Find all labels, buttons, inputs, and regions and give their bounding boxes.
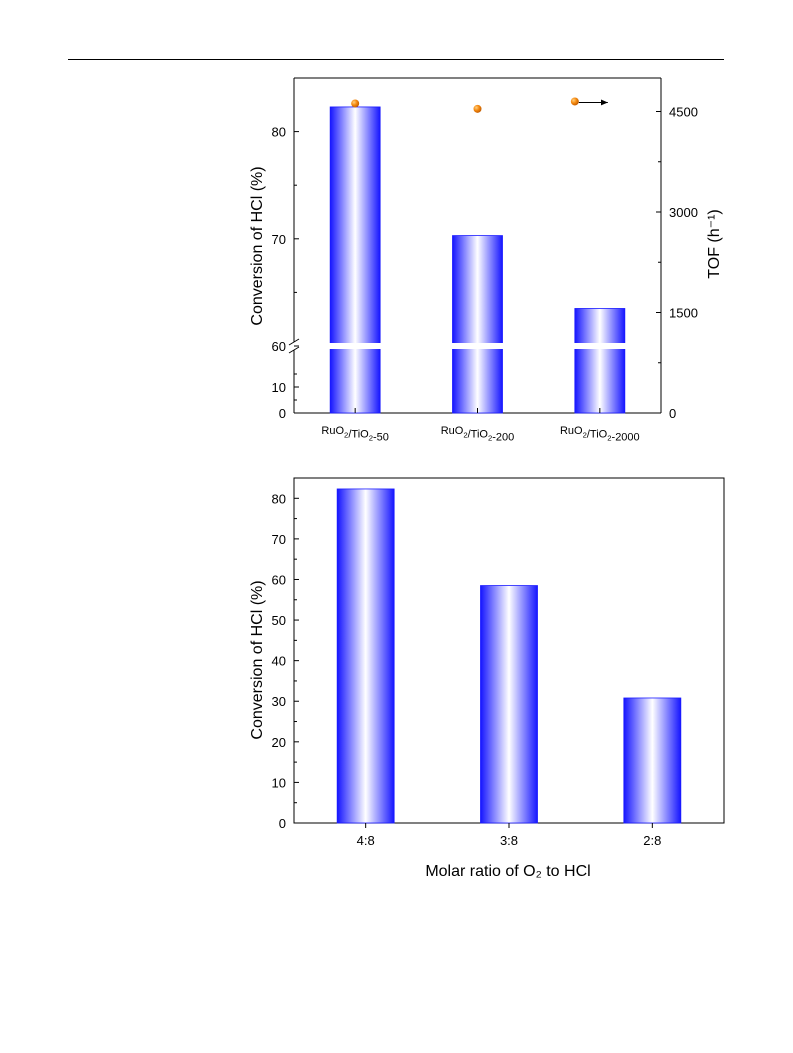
chart1-ytick-label: 10: [272, 380, 286, 395]
chart2-ytick-label: 50: [272, 613, 286, 628]
chart1-bar-break-gap: [451, 343, 504, 349]
chart2-bar: [336, 488, 395, 824]
chart2-xtick-label: 3:8: [500, 833, 518, 848]
chart1-xtick-label: RuO2/TiO2-200: [441, 425, 515, 444]
chart1-bar-break-gap: [329, 343, 382, 349]
chart2-ytick-label: 30: [272, 694, 286, 709]
chart1-bar-break-gap: [573, 343, 626, 349]
chart1-y2label: TOF (h⁻¹): [706, 209, 723, 278]
chart1-ytick-label: 70: [272, 232, 286, 247]
chart2-ytick-label: 60: [272, 572, 286, 587]
chart2-bar: [480, 585, 538, 824]
chart2-ytick-label: 70: [272, 532, 286, 547]
chart2-ytick-label: 80: [272, 491, 286, 506]
chart1-y2tick-label: 4500: [669, 105, 698, 120]
chart1-xtick-label: RuO2/TiO2-2000: [560, 425, 640, 444]
chart2-ytick-label: 0: [279, 816, 286, 831]
chart1-ytick-label: 60: [272, 339, 286, 354]
chart2-xtick-label: 2:8: [643, 833, 661, 848]
chart1-bar: [329, 106, 381, 414]
chart1-tof-point: [473, 104, 482, 113]
chart2-ylabel: Conversion of HCl (%): [249, 580, 266, 739]
chart2-xlabel: Molar ratio of O₂ to HCl: [425, 863, 590, 880]
chart1-bar: [452, 235, 503, 414]
chart1-bar: [574, 308, 626, 414]
header-rule: [68, 59, 724, 60]
chart1-y2tick-label: 0: [669, 406, 676, 421]
chart1-y2tick-label: 3000: [669, 205, 698, 220]
chart1-tof-point: [351, 99, 360, 108]
chart1-axis-break-mark-bottom: [288, 346, 300, 354]
chart2-ytick-label: 40: [272, 654, 286, 669]
chart1-xtick-label: RuO2/TiO2-50: [321, 425, 388, 444]
chart2-ytick-label: 20: [272, 735, 286, 750]
chart1-ylabel: Conversion of HCl (%): [249, 166, 266, 325]
chart1-y2tick-label: 1500: [669, 306, 698, 321]
chart2-ytick-label: 10: [272, 775, 286, 790]
chart1-axis-break-mark-top: [288, 338, 300, 346]
chart1-ytick-label: 0: [279, 406, 286, 421]
chart2-xtick-label: 4:8: [357, 833, 375, 848]
chart1-ytick-label: 80: [272, 125, 286, 140]
chart2-bar: [623, 697, 682, 824]
chart1-tof-point: [570, 97, 579, 106]
